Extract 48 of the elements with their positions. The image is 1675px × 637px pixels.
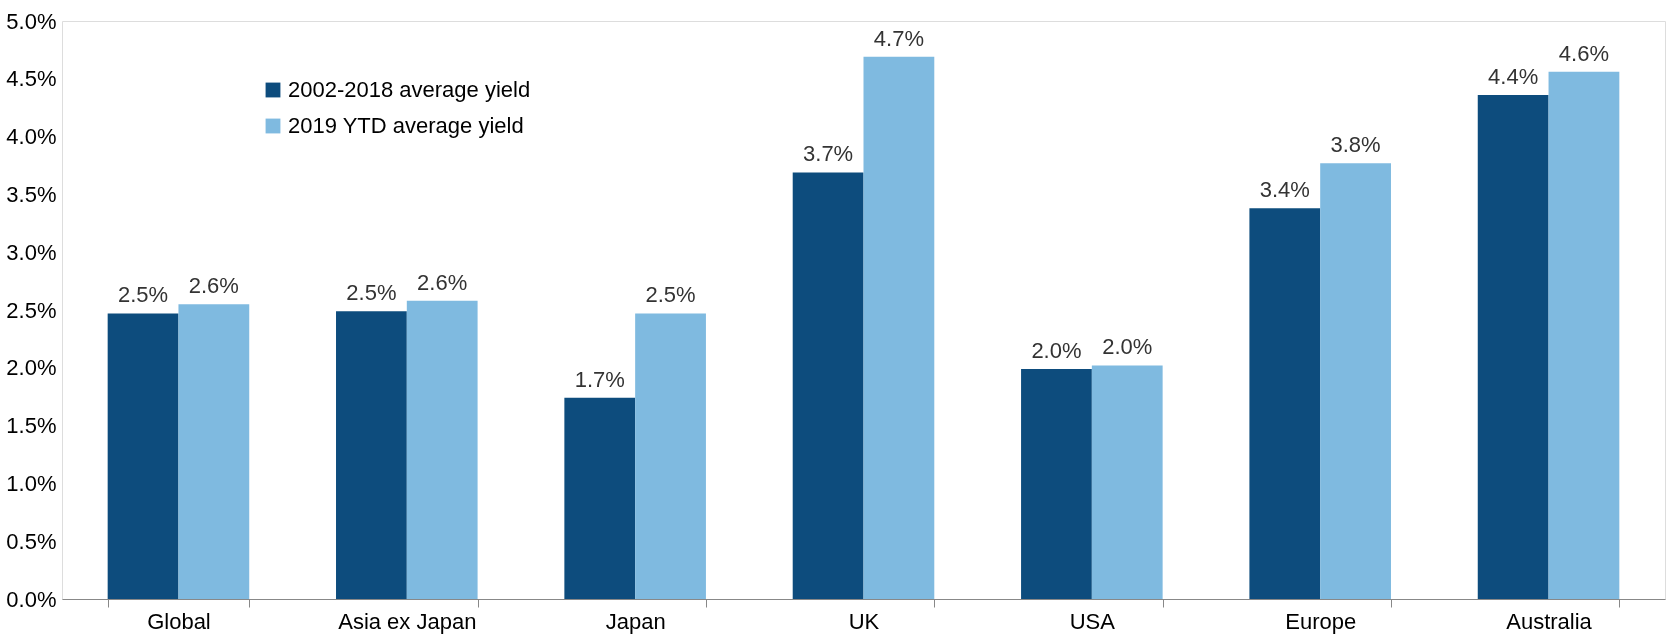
bar: [863, 56, 935, 599]
data-label: 4.7%: [873, 25, 924, 51]
y-tick-label: 4.0%: [6, 124, 57, 150]
data-label: 4.6%: [1558, 40, 1610, 66]
legend-label: 2002-2018 average yield: [288, 77, 531, 102]
data-label: 2.0%: [1031, 337, 1082, 363]
y-tick-label: 0.0%: [6, 586, 57, 612]
bar: [1021, 368, 1092, 599]
x-tick-label: UK: [848, 608, 880, 634]
data-label: 2.5%: [645, 282, 696, 308]
data-label: 4.4%: [1488, 63, 1539, 89]
data-label: 3.8%: [1330, 132, 1381, 158]
data-label: 2.5%: [117, 282, 169, 308]
bar: [1091, 365, 1163, 599]
y-tick-label: 3.5%: [6, 181, 57, 207]
y-tick-label: 4.5%: [6, 66, 57, 92]
y-tick-label: 2.0%: [6, 355, 57, 381]
data-label: 2.5%: [346, 280, 397, 306]
bar: [406, 300, 478, 599]
x-tick-label: Global: [147, 608, 211, 634]
x-tick-label: Asia ex Japan: [338, 608, 477, 634]
bar: [178, 304, 250, 599]
y-tick-label: 1.5%: [6, 413, 57, 439]
bar: [635, 313, 706, 599]
data-label: 2.0%: [1102, 334, 1153, 360]
bar: [1249, 208, 1321, 599]
y-tick-label: 1.0%: [6, 470, 57, 496]
bar: [336, 311, 407, 599]
y-tick-label: 0.5%: [6, 528, 57, 554]
data-label: 3.4%: [1259, 177, 1310, 203]
x-tick-label: Europe: [1285, 608, 1357, 634]
data-label: 2.6%: [188, 273, 239, 299]
bar: [564, 397, 636, 599]
data-label: 2.6%: [417, 269, 468, 295]
bar: [792, 172, 864, 599]
bar: [107, 313, 179, 599]
data-label: 1.7%: [574, 366, 625, 392]
x-tick-label: USA: [1069, 608, 1116, 634]
x-tick-label: Australia: [1506, 608, 1593, 634]
bar: [1320, 163, 1391, 599]
y-tick-label: 2.5%: [6, 297, 57, 323]
y-tick-label: 5.0%: [6, 8, 57, 34]
y-tick-label: 3.0%: [6, 239, 57, 265]
bar: [1548, 71, 1620, 599]
data-label: 3.7%: [803, 141, 854, 167]
legend-label: 2019 YTD average yield: [288, 113, 524, 138]
x-tick-label: Japan: [605, 608, 666, 634]
bar: [1477, 94, 1549, 599]
